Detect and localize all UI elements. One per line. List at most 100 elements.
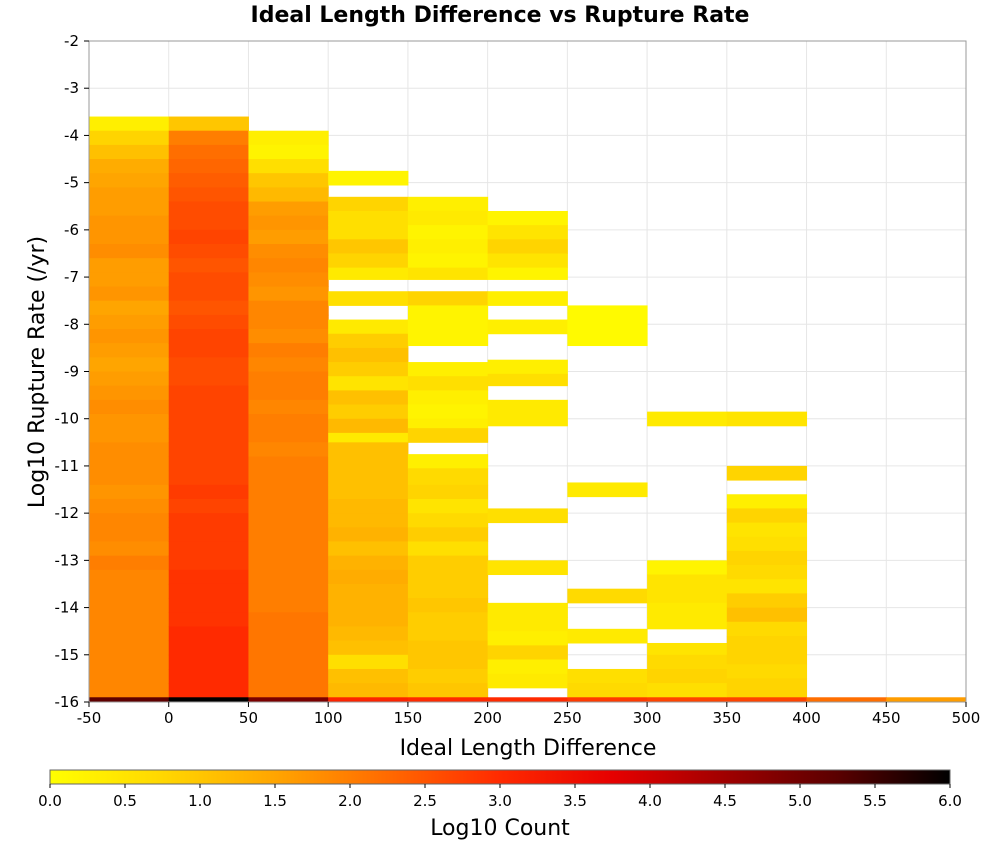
heatmap-cell [407, 569, 489, 585]
heatmap-cell [168, 385, 249, 401]
heatmap-cell [89, 626, 170, 642]
heatmap-cell [89, 244, 170, 259]
heatmap-cell [407, 196, 489, 212]
heatmap-cell [487, 210, 568, 226]
heatmap-cell [407, 484, 489, 500]
y-axis-label: Log10 Rupture Rate (/yr) [25, 236, 50, 508]
heatmap-cell [328, 253, 409, 269]
heatmap-cell [168, 272, 249, 288]
heatmap-cell [886, 697, 967, 703]
heatmap-cell [168, 244, 249, 259]
heatmap-cell [248, 541, 329, 557]
heatmap-cell [168, 442, 249, 457]
heatmap-cell [248, 215, 329, 231]
heatmap-cell [89, 484, 170, 500]
y-tick-label: -10 [55, 410, 80, 428]
heatmap-cell [487, 673, 568, 689]
heatmap-cell [168, 428, 249, 443]
heatmap-cell [407, 362, 489, 377]
heatmap-cell [328, 527, 409, 542]
heatmap-cell [567, 628, 648, 644]
heatmap-cell [248, 244, 329, 259]
heatmap-cell [168, 371, 249, 387]
heatmap-cell [407, 513, 489, 528]
heatmap-cell [248, 428, 329, 443]
heatmap-cell [328, 470, 409, 486]
heatmap-cell [248, 399, 329, 415]
heatmap-cell [168, 612, 249, 627]
heatmap-cell [89, 130, 170, 146]
heatmap-cell [407, 697, 489, 703]
heatmap-cell [407, 390, 489, 406]
heatmap-cell [647, 574, 728, 590]
heatmap-cell [168, 357, 249, 372]
heatmap-cell [248, 654, 329, 670]
heatmap-cell [168, 484, 249, 500]
heatmap-cell [407, 612, 489, 627]
colorbar-tick-label: 3.5 [563, 792, 587, 810]
x-axis-label: Ideal Length Difference [400, 736, 657, 761]
heatmap-cell [89, 343, 170, 358]
heatmap-cell [168, 413, 249, 429]
heatmap-cell [487, 697, 568, 703]
colorbar-tick-label: 3.0 [488, 792, 512, 810]
heatmap-cell [407, 428, 489, 443]
x-tick-label: 300 [633, 709, 662, 727]
heatmap-cell [328, 442, 409, 457]
heatmap-cell [726, 536, 808, 552]
heatmap-cell [726, 565, 808, 580]
heatmap-cell [248, 484, 329, 500]
heatmap-cell [89, 258, 170, 273]
heatmap-cell [487, 267, 568, 280]
heatmap-cell [89, 470, 170, 486]
heatmap-cell [487, 659, 568, 675]
heatmap-cell [328, 541, 409, 557]
heatmap-cell [168, 258, 249, 273]
heatmap-cell [487, 399, 568, 415]
colorbar-tick-label: 0.0 [38, 792, 62, 810]
heatmap-cell [567, 683, 648, 698]
heatmap-cell [726, 550, 808, 566]
x-tick-label: 450 [872, 709, 901, 727]
heatmap-cell [806, 697, 887, 703]
heatmap-cell [168, 654, 249, 670]
heatmap-cell [89, 272, 170, 288]
colorbar-tick-label: 5.0 [788, 792, 812, 810]
heatmap-cell [407, 376, 489, 391]
heatmap-cell [168, 541, 249, 557]
heatmap-cell [89, 413, 170, 429]
heatmap-cell [328, 484, 409, 500]
heatmap-cell [487, 359, 568, 375]
heatmap-cell [726, 678, 808, 698]
heatmap-cell [89, 300, 170, 316]
heatmap-cell [248, 413, 329, 429]
heatmap-cell [89, 513, 170, 528]
heatmap-cell [168, 300, 249, 316]
heatmap-cell [328, 697, 409, 703]
colorbar-tick-label: 2.5 [413, 792, 437, 810]
heatmap-cell [328, 390, 409, 406]
heatmap-cell [248, 385, 329, 401]
heatmap-cell [407, 668, 489, 684]
heatmap-cell [168, 144, 249, 160]
y-tick-label: -3 [64, 79, 79, 97]
heatmap-cell [328, 555, 409, 571]
heatmap-cell [487, 239, 568, 254]
colorbar-tick-label: 6.0 [938, 792, 962, 810]
heatmap-cell [328, 362, 409, 377]
heatmap-cell [89, 371, 170, 387]
heatmap-cell [89, 541, 170, 557]
y-tick-label: -14 [55, 599, 80, 617]
heatmap-cell [567, 333, 648, 347]
heatmap-cell [647, 642, 728, 656]
heatmap-cell [89, 215, 170, 231]
heatmap-cell [407, 527, 489, 542]
y-tick-label: -11 [55, 457, 80, 475]
heatmap-cell [487, 225, 568, 240]
heatmap-cell [248, 683, 329, 698]
heatmap-cell [328, 640, 409, 656]
heatmap-cell [328, 225, 409, 240]
heatmap-cell [567, 668, 648, 684]
heatmap-cell [89, 527, 170, 542]
